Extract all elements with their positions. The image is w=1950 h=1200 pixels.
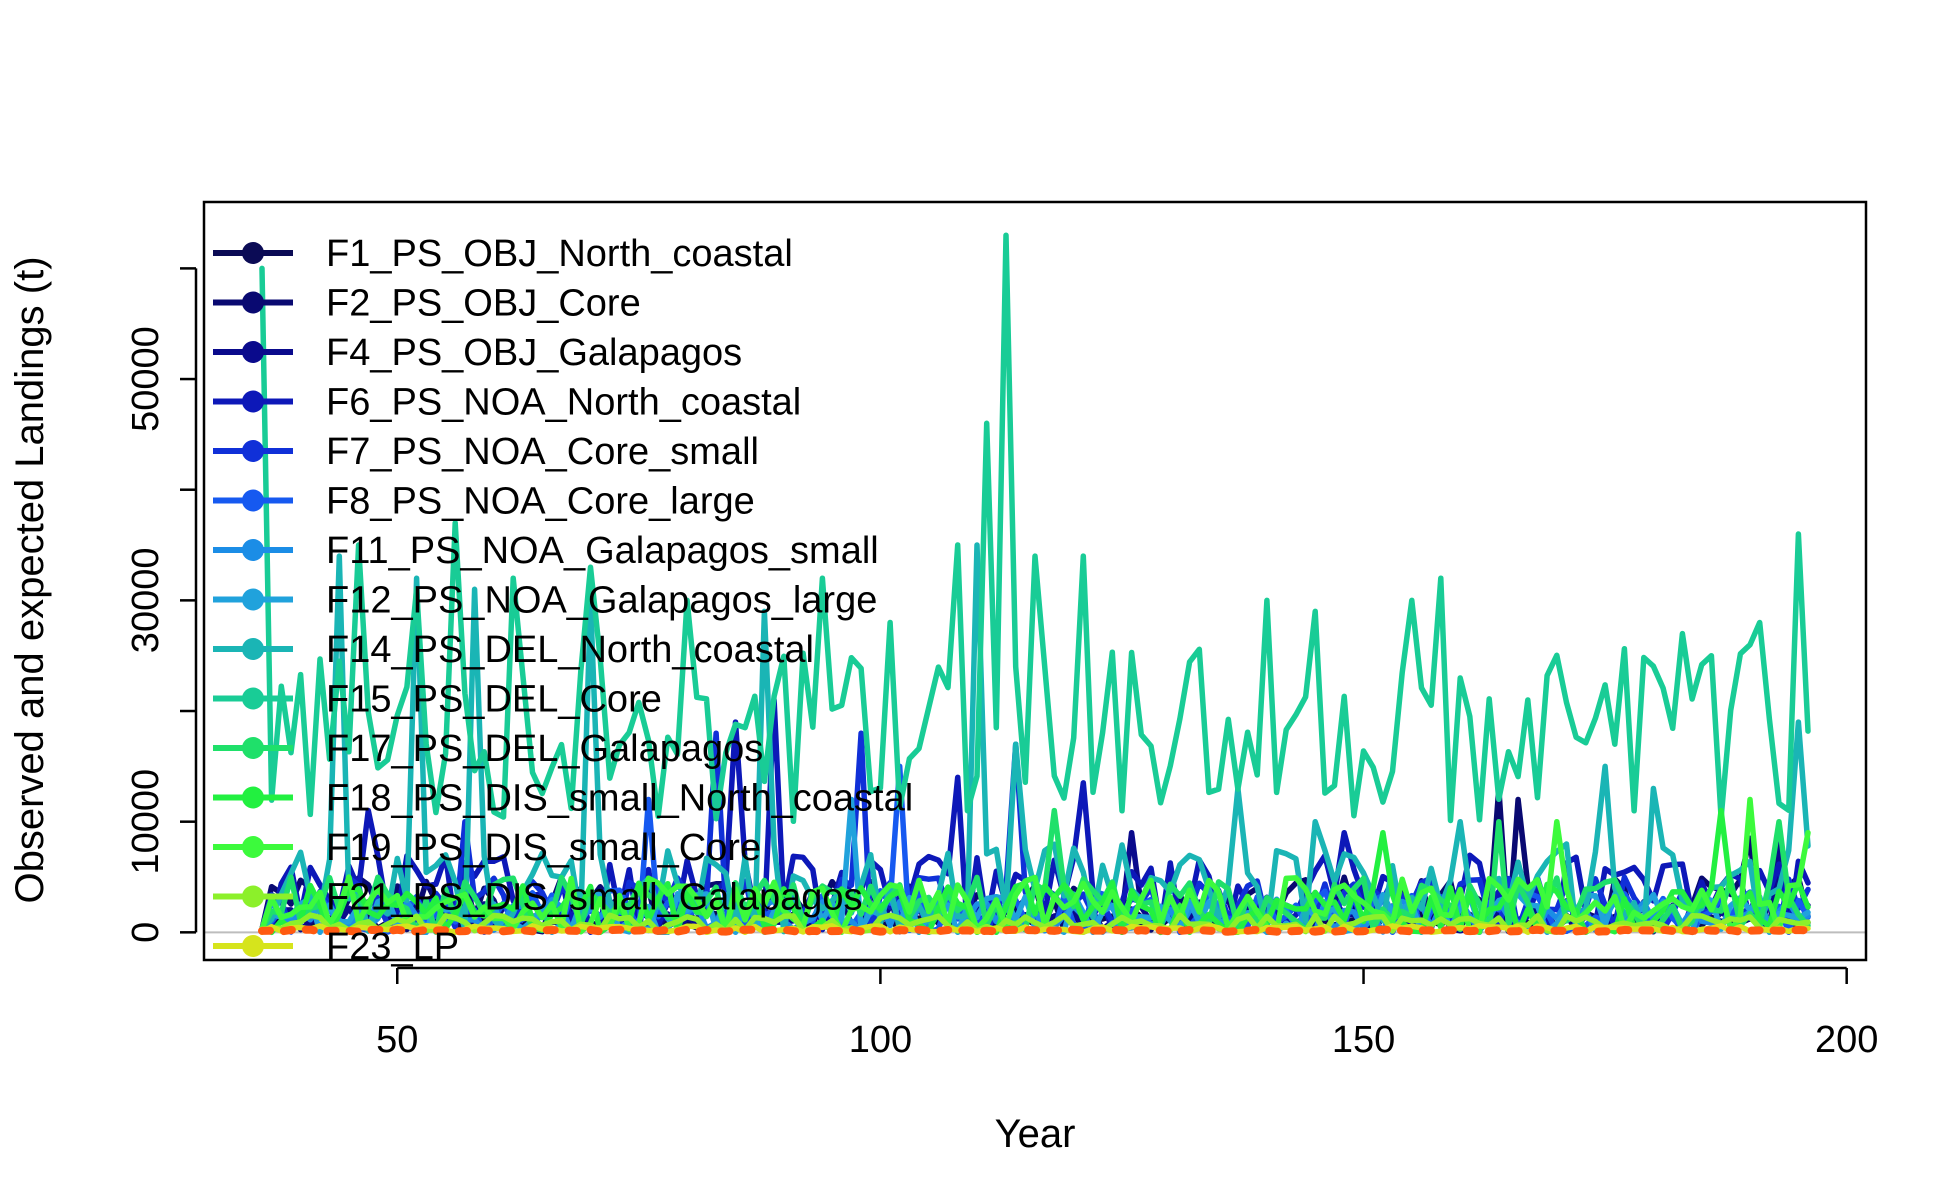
legend-swatch-marker [242, 440, 264, 462]
legend-label: F21_PS_DIS_small_Galapagos [326, 877, 863, 919]
legend-swatch-marker [242, 341, 264, 363]
legend-label: F11_PS_NOA_Galapagos_small [326, 530, 879, 572]
x-axis: 50 100 150 200 [376, 966, 1878, 1061]
series-line [258, 925, 1812, 936]
series-line [259, 232, 1811, 825]
legend-label: F14_PS_DEL_North_coastal [326, 629, 814, 671]
legend-swatch-marker [242, 737, 264, 759]
y-tick-label: 50000 [125, 326, 167, 432]
plot-frame [202, 200, 1868, 962]
legend-label: F7_PS_NOA_Core_small [326, 431, 759, 473]
legend-label: F6_PS_NOA_North_coastal [326, 382, 801, 424]
legend-label: F15_PS_DEL_Core [326, 679, 662, 721]
legend-label: F17_PS_DEL_Galapagos [326, 728, 763, 770]
legend-label: F12_PS_NOA_Galapagos_large [326, 580, 877, 622]
legend: F1_PS_OBJ_North_coastal F2_PS_OBJ_Core F4_… [213, 233, 913, 968]
legend-swatch-marker [242, 242, 264, 264]
x-axis-title: Year [995, 1112, 1076, 1156]
legend-swatch-marker [242, 786, 264, 809]
y-tick-label: 10000 [125, 769, 167, 875]
legend-swatch-marker [242, 935, 264, 957]
x-tick-label: 200 [1815, 1019, 1878, 1061]
legend-label: F1_PS_OBJ_North_coastal [326, 233, 793, 275]
legend-swatch-marker [242, 291, 264, 314]
y-axis-title: Observed and expected Landings (t) [8, 256, 52, 903]
x-tick-label: 150 [1332, 1019, 1395, 1061]
legend-label: F2_PS_OBJ_Core [326, 283, 641, 325]
legend-swatch-marker [242, 885, 264, 908]
legend-label: F23_LP [326, 926, 459, 968]
legend-swatch-marker [242, 489, 264, 512]
y-tick-label: 0 [125, 922, 167, 943]
legend-swatch-marker [242, 588, 264, 611]
legend-swatch-marker [242, 390, 264, 413]
x-tick-label: 100 [849, 1019, 912, 1061]
legend-swatch-marker [242, 687, 264, 710]
legend-swatch-marker [242, 539, 264, 561]
x-tick-label: 50 [376, 1019, 418, 1061]
legend-swatch-marker [242, 638, 264, 660]
series-layer [258, 232, 1812, 936]
y-tick-label: 30000 [125, 548, 167, 654]
y-axis: 0 10000 30000 50000 [125, 267, 198, 943]
legend-label: F19_PS_DIS_small_Core [326, 827, 761, 869]
legend-label: F4_PS_OBJ_Galapagos [326, 332, 742, 374]
legend-swatch-marker [242, 836, 264, 858]
legend-label: F18_PS_DIS_small_North_coastal [326, 778, 913, 820]
legend-label: F8_PS_NOA_Core_large [326, 481, 755, 523]
